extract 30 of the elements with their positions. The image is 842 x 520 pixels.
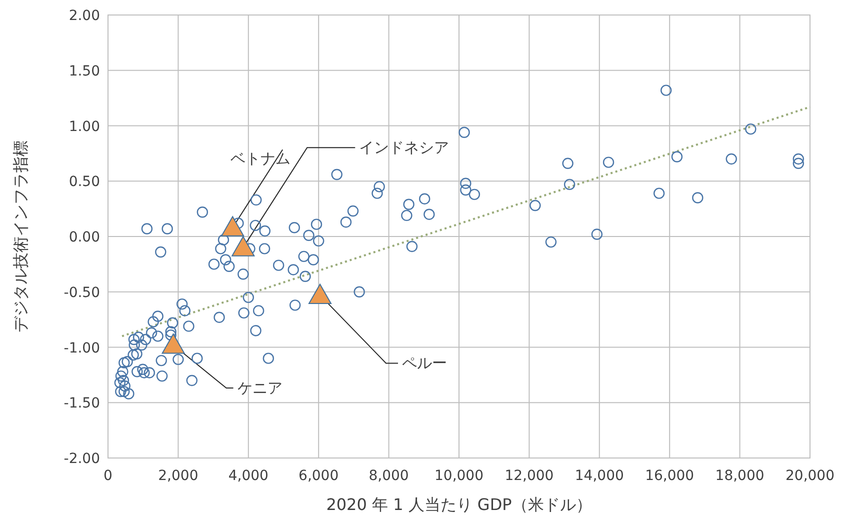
x-tick-label: 4,000 [228,468,268,484]
annotation: ベトナム [230,150,291,168]
y-tick-label: 0.50 [68,174,100,190]
x-tick-label: 10,000 [434,468,484,484]
x-tick-label: 2,000 [158,468,198,484]
y-tick-label: -1.00 [64,340,100,356]
y-tick-label: 1.00 [68,118,100,135]
y-tick-label: -0.50 [64,284,100,301]
point [162,334,185,354]
annotation: ケニア [237,379,282,398]
y-axis-title: デジタル技術インフラ指標 [11,140,30,332]
y-tick-label: 1.50 [68,63,100,80]
point [308,284,332,304]
x-tick-label: 18,000 [715,468,764,484]
x-tick-label: 8,000 [368,468,409,484]
x-tick-label: 16,000 [645,468,694,484]
annotation: インドネシア [359,138,450,157]
x-tick-label: 0 [104,468,112,484]
x-tick-label: 14,000 [574,468,624,484]
point [232,236,255,256]
y-tick-label: -2.00 [64,451,100,467]
y-tick-label: -1.50 [64,396,100,412]
annotation: ペルー [402,354,448,372]
x-tick-label: 20,000 [786,468,834,484]
x-tick-label: 12,000 [504,468,554,484]
y-tick-label: 0.00 [68,230,100,246]
y-tick-label: 2.00 [68,8,100,24]
x-axis-title: 2020 年 1 人当たり GDP（米ドル） [326,495,592,514]
point [221,216,244,236]
x-tick-label: 6,000 [298,468,339,484]
